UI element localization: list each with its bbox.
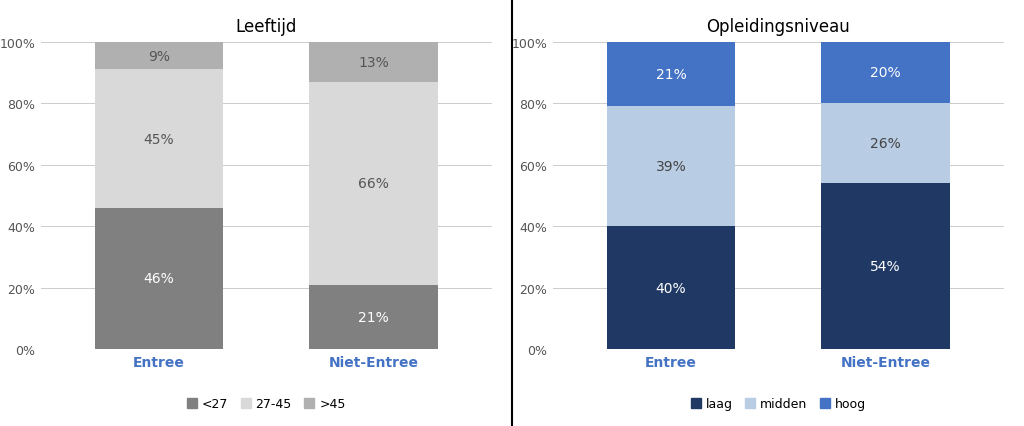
Text: 46%: 46% [143, 272, 174, 286]
Text: 13%: 13% [358, 55, 389, 69]
Bar [606, 107, 735, 227]
Text: 9%: 9% [147, 49, 170, 63]
Bar [94, 43, 223, 70]
Title: Leeftijd: Leeftijd [236, 17, 297, 35]
Legend: <27, 27-45, >45: <27, 27-45, >45 [181, 392, 351, 415]
Bar [309, 285, 438, 349]
Bar [821, 43, 950, 104]
Text: 39%: 39% [655, 160, 686, 174]
Bar [821, 184, 950, 349]
Bar [606, 43, 735, 107]
Text: 21%: 21% [358, 310, 389, 324]
Text: 26%: 26% [870, 137, 901, 151]
Text: 20%: 20% [870, 66, 901, 80]
Bar [94, 208, 223, 349]
Text: 66%: 66% [358, 177, 389, 191]
Bar [821, 104, 950, 184]
Bar [309, 83, 438, 285]
Text: 40%: 40% [655, 281, 686, 295]
Text: 45%: 45% [143, 132, 174, 146]
Text: 54%: 54% [870, 259, 901, 273]
Bar [606, 227, 735, 349]
Legend: laag, midden, hoog: laag, midden, hoog [685, 392, 871, 415]
Title: Opleidingsniveau: Opleidingsniveau [707, 17, 850, 35]
Bar [309, 43, 438, 83]
Text: 21%: 21% [655, 68, 686, 82]
Bar [94, 70, 223, 208]
